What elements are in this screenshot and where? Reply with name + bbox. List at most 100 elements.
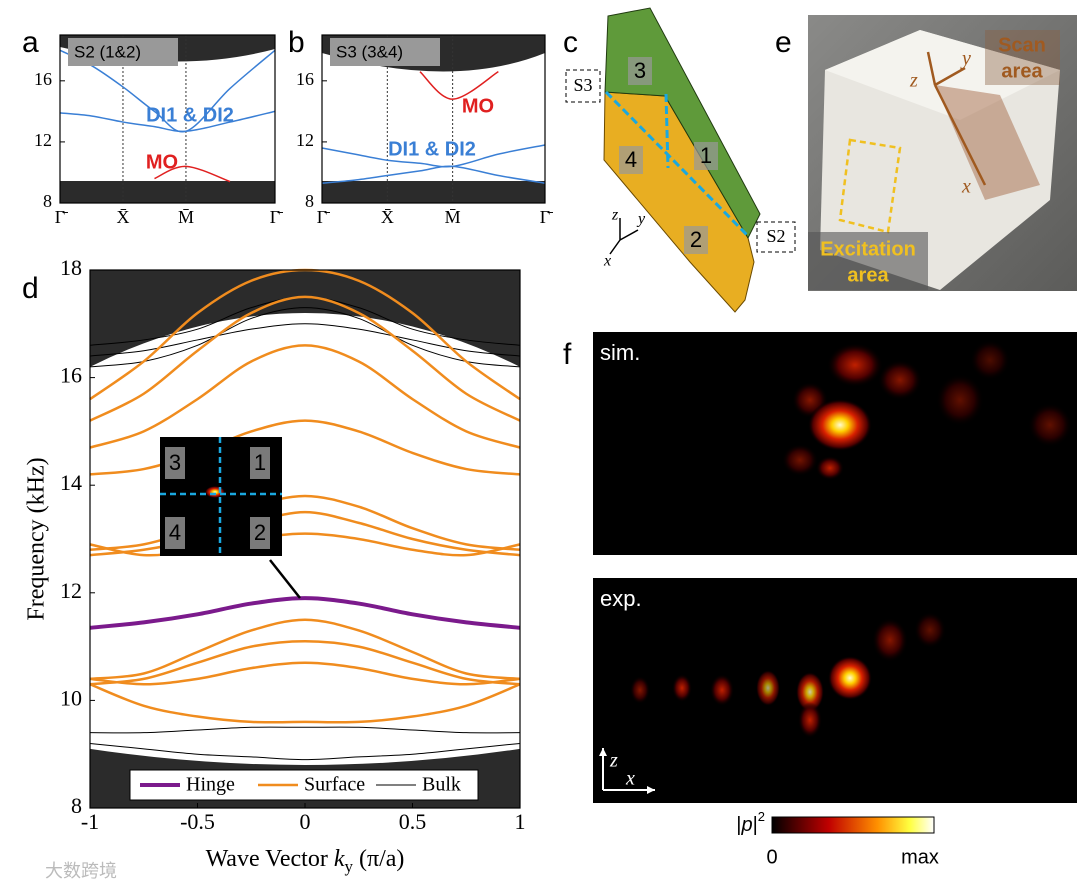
axis-label: x — [603, 253, 611, 270]
panel-label: a — [22, 26, 39, 59]
pointer — [269, 559, 301, 599]
colorbar-label: | — [736, 814, 741, 836]
y-tick-label: 12 — [34, 130, 52, 150]
x-axis-label-part: (π/a) — [353, 846, 404, 872]
line — [321, 144, 546, 168]
y-tick-label: 16 — [60, 363, 82, 388]
x-tick-label: Γ̄ — [270, 207, 283, 227]
x-tick-label: X̄ — [381, 207, 394, 227]
surface-label: 2 — [690, 227, 702, 252]
inset-label: 1 — [254, 450, 266, 475]
axis-label: z — [611, 207, 619, 224]
map-label: sim. — [600, 340, 640, 365]
x-tick-label: 1 — [515, 809, 526, 834]
inset-spot — [205, 486, 225, 498]
panel-label: c — [563, 26, 578, 59]
legend-label: Surface — [304, 774, 365, 796]
watermark: 大数跨境 — [45, 861, 117, 881]
inset: 3 1 4 2 — [160, 437, 301, 599]
plot-frame — [59, 34, 276, 204]
axis-label: z — [609, 750, 618, 772]
y-tick-label: 8 — [305, 191, 314, 211]
x-tick-label: Γ̄ — [317, 207, 330, 227]
x-tick-label: -1 — [81, 809, 99, 834]
y-tick-label: 18 — [60, 255, 82, 280]
inset-label: 4 — [169, 520, 181, 545]
y-tick-label: 8 — [43, 191, 52, 211]
chart-title: S2 (1&2) — [74, 42, 141, 61]
x-tick-label: -0.5 — [180, 809, 215, 834]
colorbar — [771, 816, 935, 834]
chart-title: S3 (3&4) — [336, 42, 403, 61]
inset-label-bg — [165, 517, 185, 549]
y-tick-label: 8 — [71, 793, 82, 818]
annotation: MO — [146, 151, 178, 173]
surface-label: 4 — [625, 147, 637, 172]
panel-label: f — [563, 338, 572, 371]
band-line — [89, 532, 521, 557]
y-axis-label: Frequency (kHz) — [24, 457, 50, 620]
line — [59, 110, 276, 133]
plot-frame — [321, 34, 546, 204]
y-tick-label: 12 — [60, 578, 82, 603]
x-axis-label: Wave Vector ky (π/a) — [206, 846, 405, 876]
line — [321, 165, 546, 184]
plot-frame — [89, 269, 521, 809]
x-axis-label-part: y — [344, 857, 353, 876]
legend-box — [129, 769, 479, 801]
line — [154, 165, 231, 183]
map-label: exp. — [600, 586, 642, 611]
excitation-label: area — [847, 264, 889, 286]
axis-label: y — [636, 211, 646, 228]
scan-label: area — [1001, 60, 1043, 82]
band-line — [89, 307, 521, 368]
bulk-region — [322, 181, 545, 203]
legend-label: Bulk — [422, 774, 461, 796]
axis-label: z — [909, 70, 918, 92]
scan-label: Scan — [998, 34, 1046, 56]
band-line — [89, 639, 521, 686]
inset-divider — [160, 437, 282, 556]
band-line — [89, 494, 521, 552]
panel-label: b — [288, 26, 305, 59]
excitation-label: Excitation — [820, 238, 916, 260]
colorbar-label: 2 — [758, 809, 765, 824]
band-line — [89, 683, 521, 724]
axis-label: y — [960, 48, 971, 70]
panel-label: d — [22, 272, 39, 305]
x-tick-label: X̄ — [116, 207, 129, 227]
field-map — [593, 332, 1077, 555]
y-tick-label: 12 — [296, 130, 314, 150]
slab — [565, 7, 796, 313]
inset-label: 3 — [169, 450, 181, 475]
y-tick-label: 14 — [60, 470, 82, 495]
band-line — [89, 419, 521, 476]
band-line — [89, 618, 521, 681]
surface-label: 3 — [634, 58, 646, 83]
colorbar-tick: max — [901, 846, 939, 868]
band-line — [89, 661, 521, 686]
colorbar-label: |p|2 — [736, 809, 765, 836]
colorbar-label: p — [740, 814, 752, 836]
line — [419, 71, 499, 100]
annotation: MO — [462, 95, 494, 117]
band-line — [89, 742, 521, 761]
panel-label: e — [775, 26, 792, 59]
x-tick-label: Γ̄ — [540, 207, 553, 227]
side-label: S2 — [766, 226, 785, 246]
band-line — [89, 344, 521, 449]
x-tick-label: 0.5 — [399, 809, 427, 834]
x-tick-label: Γ̄ — [55, 207, 68, 227]
x-axis-label-part: Wave Vector — [206, 846, 334, 872]
bulk-region — [90, 270, 520, 367]
band-line — [89, 596, 521, 630]
axis-label: x — [961, 176, 971, 198]
annotation: DI1 & DI2 — [146, 104, 234, 126]
side-label: S3 — [573, 75, 592, 95]
legend-label: Hinge — [186, 774, 235, 796]
field-map — [593, 578, 1077, 803]
y-tick-label: 16 — [296, 69, 314, 89]
x-tick-label: M̄ — [445, 207, 461, 227]
